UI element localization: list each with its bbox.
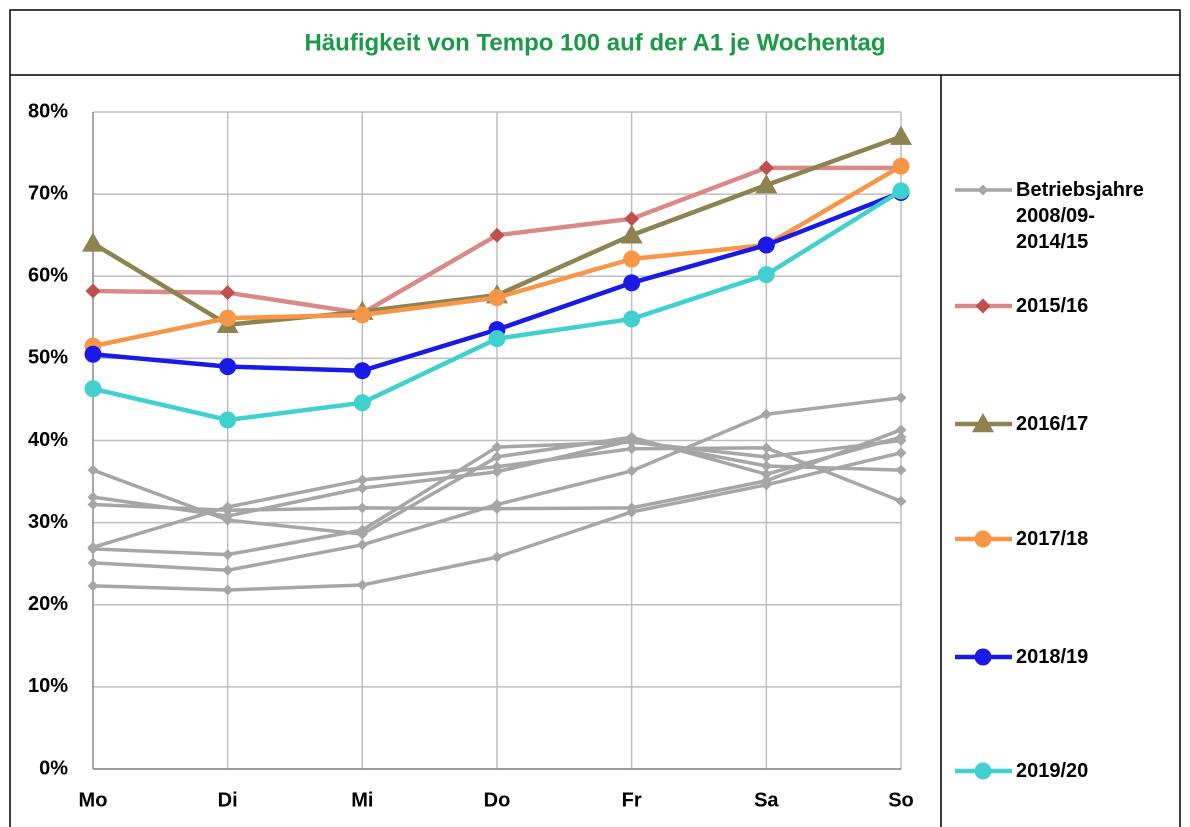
marker xyxy=(219,309,237,327)
marker xyxy=(87,580,99,592)
marker xyxy=(626,506,638,518)
marker xyxy=(87,557,99,569)
legend-label: 2019/20 xyxy=(1016,760,1089,782)
marker xyxy=(760,442,772,454)
marker xyxy=(488,330,506,348)
marker xyxy=(895,464,907,476)
x-tick-label: Fr xyxy=(622,789,642,811)
x-tick-label: Mo xyxy=(79,789,108,811)
marker xyxy=(895,495,907,507)
y-tick-label: 70% xyxy=(28,182,68,204)
marker xyxy=(356,524,368,536)
marker xyxy=(222,501,234,513)
marker xyxy=(760,408,772,420)
marker xyxy=(353,306,371,324)
marker xyxy=(356,502,368,514)
marker xyxy=(623,274,641,292)
marker xyxy=(760,451,772,463)
y-tick-label: 0% xyxy=(39,757,68,779)
y-tick-label: 20% xyxy=(28,593,68,615)
marker xyxy=(895,435,907,446)
y-tick-label: 60% xyxy=(28,265,68,287)
marker xyxy=(491,499,503,511)
marker xyxy=(220,285,236,301)
marker xyxy=(491,441,503,453)
marker xyxy=(972,413,994,433)
marker xyxy=(895,392,907,404)
marker xyxy=(624,211,640,227)
marker xyxy=(489,227,505,243)
marker xyxy=(757,266,775,284)
legend-label: 2018/19 xyxy=(1016,646,1089,668)
marker xyxy=(974,762,992,780)
marker xyxy=(892,157,910,175)
marker xyxy=(757,236,775,254)
marker xyxy=(219,358,237,376)
marker xyxy=(895,424,907,436)
marker xyxy=(623,250,641,268)
marker xyxy=(356,482,368,494)
marker xyxy=(353,394,371,412)
y-tick-label: 50% xyxy=(28,347,68,369)
legend-label: 2015/16 xyxy=(1016,295,1089,317)
marker xyxy=(84,380,102,398)
marker xyxy=(82,232,104,252)
marker xyxy=(760,479,772,491)
legend-label: 2016/17 xyxy=(1016,413,1089,435)
marker xyxy=(974,648,992,666)
marker xyxy=(755,174,778,194)
y-tick-label: 30% xyxy=(28,511,68,533)
frame xyxy=(9,9,1181,827)
marker xyxy=(87,543,99,555)
marker xyxy=(892,182,910,200)
y-tick-label: 40% xyxy=(28,429,68,451)
marker xyxy=(623,310,641,328)
x-tick-label: So xyxy=(888,789,914,811)
legend-label: 2017/18 xyxy=(1016,528,1089,550)
marker xyxy=(890,125,912,145)
marker xyxy=(353,362,371,380)
marker xyxy=(977,184,989,196)
marker xyxy=(491,461,503,473)
x-tick-label: Sa xyxy=(754,789,779,811)
marker xyxy=(758,160,774,176)
marker xyxy=(974,530,992,548)
x-tick-label: Mi xyxy=(351,789,373,811)
marker xyxy=(626,465,638,477)
marker xyxy=(895,447,907,459)
marker xyxy=(491,551,503,563)
marker xyxy=(87,491,99,503)
marker xyxy=(84,345,102,363)
y-tick-label: 80% xyxy=(28,100,68,122)
x-tick-label: Do xyxy=(484,789,511,811)
marker xyxy=(87,499,99,511)
marker xyxy=(760,460,772,472)
marker xyxy=(620,224,643,244)
marker xyxy=(356,579,368,591)
marker xyxy=(356,539,368,551)
marker xyxy=(87,464,99,476)
marker xyxy=(626,436,638,448)
marker xyxy=(491,451,503,463)
x-tick-label: Di xyxy=(218,789,238,811)
marker xyxy=(222,549,234,561)
marker xyxy=(626,443,638,455)
marker xyxy=(222,564,234,576)
chart-title: Häufigkeit von Tempo 100 auf der A1 je W… xyxy=(304,29,885,56)
marker xyxy=(219,411,237,429)
marker xyxy=(975,298,991,314)
y-tick-label: 10% xyxy=(28,675,68,697)
marker xyxy=(760,468,772,480)
marker xyxy=(488,289,506,307)
legend-label: Betriebsjahre 2008/09-2014/15 xyxy=(1016,179,1144,253)
marker xyxy=(222,584,234,596)
marker xyxy=(222,510,234,522)
marker xyxy=(85,283,101,299)
marker xyxy=(356,474,368,486)
